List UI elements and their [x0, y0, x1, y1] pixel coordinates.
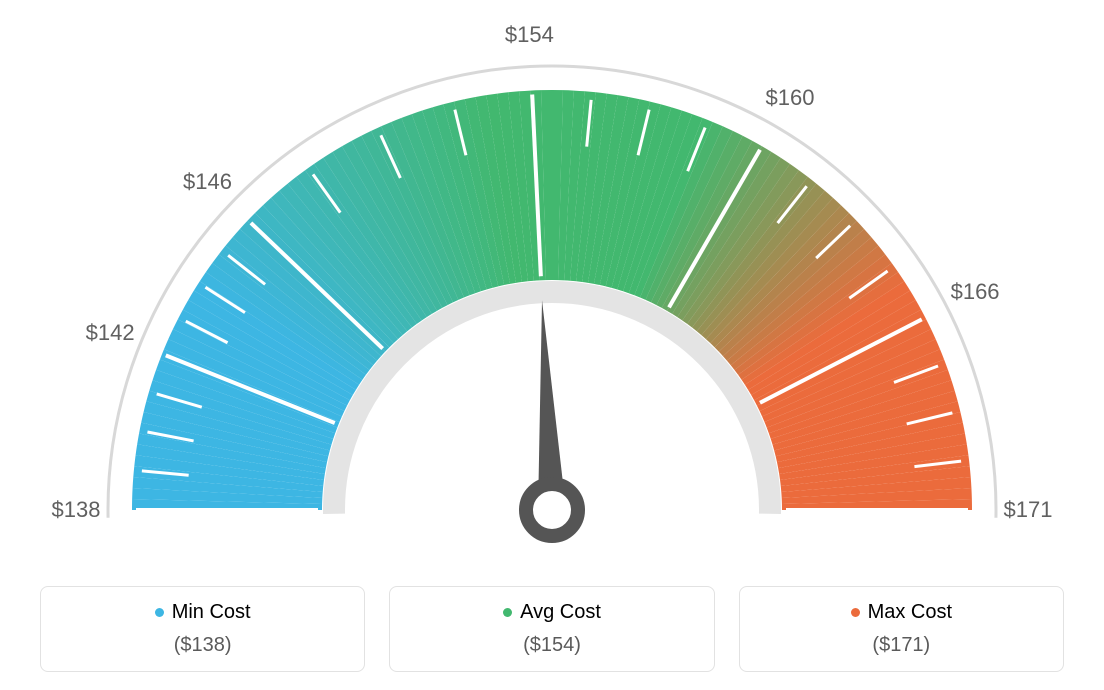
legend-min-value: ($138)	[49, 634, 356, 657]
legend-row: Min Cost ($138) Avg Cost ($154) Max Cost…	[40, 586, 1064, 672]
legend-max-value: ($171)	[748, 634, 1055, 657]
legend-avg-card: Avg Cost ($154)	[389, 586, 714, 672]
cost-gauge-container: $138 $142 $146 $154 $160 $166 $171 Min Cost ($…	[0, 0, 1104, 690]
gauge-chart: $138 $142 $146 $154 $160 $166 $171	[0, 0, 1104, 560]
legend-avg-dot	[503, 608, 512, 617]
legend-avg-text: Avg Cost	[520, 601, 601, 623]
legend-max-text: Max Cost	[868, 601, 952, 623]
legend-max-dot	[851, 608, 860, 617]
gauge-tick-label: $138	[52, 497, 101, 523]
gauge-tick-label: $142	[86, 320, 135, 346]
gauge-tick-label: $166	[951, 279, 1000, 305]
gauge-tick-label: $146	[183, 169, 232, 195]
gauge-tick-label: $160	[766, 85, 815, 111]
legend-avg-value: ($154)	[398, 634, 705, 657]
legend-min-text: Min Cost	[172, 601, 251, 623]
gauge-tick-label: $171	[1004, 497, 1053, 523]
legend-min-label: Min Cost	[49, 601, 356, 624]
gauge-tick-label: $154	[505, 22, 554, 48]
legend-max-label: Max Cost	[748, 601, 1055, 624]
legend-min-dot	[155, 608, 164, 617]
legend-min-card: Min Cost ($138)	[40, 586, 365, 672]
legend-avg-label: Avg Cost	[398, 601, 705, 624]
legend-max-card: Max Cost ($171)	[739, 586, 1064, 672]
